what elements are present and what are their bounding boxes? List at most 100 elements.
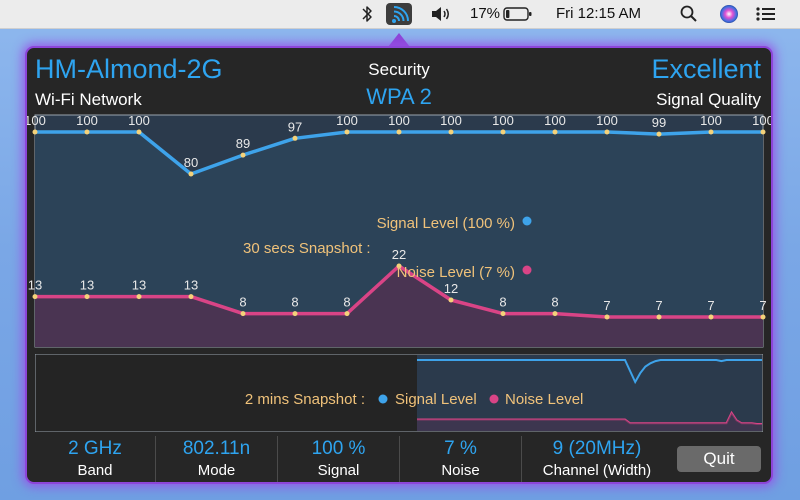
search-icon[interactable] [680,0,698,28]
signal-value-label: 100 [544,113,566,128]
noise-point [240,311,246,317]
signal-value-label: 100 [388,113,410,128]
noise-point [448,297,454,303]
noise-point [32,294,38,300]
signal-value-label: 100 [596,113,618,128]
security-label: Security [368,60,430,79]
mini-noise-area [417,412,762,431]
signal-point [136,129,142,135]
noise-value: 7 % [444,438,477,459]
signal-point [188,171,194,177]
noise-point [604,314,610,320]
snapshot-2m-title: 2 mins Snapshot : [245,391,365,408]
signal-label: Signal [317,462,360,479]
signal-value-label: 100 [700,113,722,128]
signal-point [396,129,402,135]
signal-value-label: 100 [76,113,98,128]
signal-point [32,129,38,135]
noise-legend-dot [522,265,532,275]
noise-value-label: 22 [392,247,406,262]
mode-value: 802.11n [182,438,251,459]
signal-value-label: 100 [492,113,514,128]
mini-signal-legend-label: Signal Level [395,391,477,408]
noise-legend-label: Noise Level (7 %) [397,264,515,281]
noise-value-label: 7 [655,298,662,313]
noise-point [760,314,766,320]
mini-signal-line [417,359,762,385]
signal-quality-label: Signal Quality [656,90,761,109]
channel-label: Channel (Width) [542,462,652,479]
noise-point [396,263,402,269]
signal-legend-label: Signal Level (100 %) [377,215,515,232]
noise-point [84,294,90,300]
network-type-label: Wi-Fi Network [35,90,142,109]
signal-value-label: 100 [440,113,462,128]
signal-value-label: 80 [184,155,198,170]
signal-point [448,129,454,135]
noise-point [136,294,142,300]
signal-quality-value: Excellent [651,54,761,84]
signal-value-label: 100 [336,113,358,128]
signal-point [760,129,766,135]
battery-icon[interactable] [503,0,533,28]
mini-noise-legend-label: Noise Level [505,391,583,408]
mini-signal-legend-dot [378,394,388,404]
noise-value-label: 8 [291,295,298,310]
bluetooth-icon[interactable] [360,0,374,28]
quit-button[interactable]: Quit [677,446,761,472]
noise-value-label: 13 [132,278,146,293]
noise-point [344,311,350,317]
signal-point [708,129,714,135]
stats-footer: 2 GHz Band 802.11n Mode 100 % Signal 7 %… [35,436,763,482]
signal-stat: 100 % Signal [278,436,400,482]
signal-point [240,152,246,158]
noise-label: Noise [441,462,480,479]
mode-stat: 802.11n Mode [156,436,278,482]
noise-value-label: 7 [603,298,610,313]
snapshot-30s-chart: 100 100 100 80 89 97 100 100 100 100 100 100 99 100 10… [27,113,771,348]
signal-value-label: 100 [128,113,150,128]
wifi-signal-popover: HM-Almond-2G Wi-Fi Network Security WPA … [25,46,773,484]
noise-point [552,311,558,317]
menu-bar: 17% Fri 12:15 AM [0,0,800,29]
security-value: WPA 2 [366,84,432,109]
noise-value-label: 8 [343,295,350,310]
noise-value-label: 13 [184,278,198,293]
notification-center-icon[interactable] [755,0,777,28]
network-ssid: HM-Almond-2G [35,54,223,84]
noise-value-label: 12 [444,281,458,296]
signal-point [292,135,298,141]
battery-percent[interactable]: 17% [470,5,501,22]
band-value: 2 GHz [68,438,122,459]
mode-label: Mode [197,462,236,479]
signal-point [500,129,506,135]
noise-point [292,311,298,317]
noise-value-label: 13 [80,278,94,293]
noise-point [500,311,506,317]
signal-value-label: 99 [652,115,666,130]
clock[interactable]: Fri 12:15 AM [556,5,642,22]
signal-legend-dot [522,216,532,226]
wifi-menu-icon[interactable] [386,3,412,25]
band-label: Band [77,462,113,479]
signal-value: 100 % [311,438,366,459]
band-stat: 2 GHz Band [35,436,156,482]
signal-point [344,129,350,135]
channel-value: 9 (20MHz) [552,438,642,459]
noise-area [35,266,763,347]
siri-icon[interactable] [718,0,740,28]
noise-value-label: 7 [759,298,766,313]
popover-arrow [388,33,410,47]
noise-value-label: 13 [28,278,42,293]
channel-stat: 9 (20MHz) Channel (Width) [522,436,672,482]
noise-value-label: 7 [707,298,714,313]
signal-value-label: 100 [752,113,771,128]
noise-stat: 7 % Noise [400,436,522,482]
noise-value-label: 8 [239,295,246,310]
signal-value-label: 97 [288,119,302,134]
signal-point [604,129,610,135]
volume-icon[interactable] [430,0,452,28]
noise-point [656,314,662,320]
noise-point [188,294,194,300]
signal-point [656,131,662,137]
